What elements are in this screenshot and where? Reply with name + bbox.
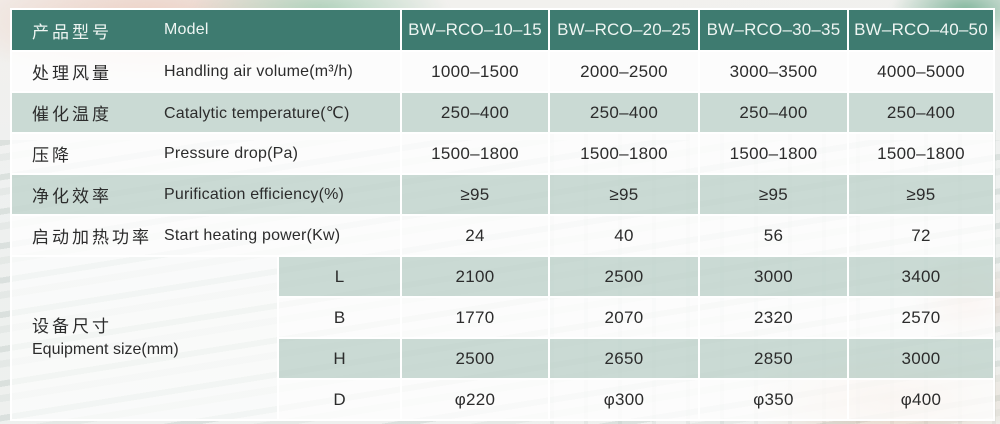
table-value: 250–400 <box>402 93 550 134</box>
row-label-start-heating-power: 启动加热功率 Start heating power(Kw) <box>12 216 402 257</box>
table-value: 2850 <box>700 339 849 380</box>
table-value: 2070 <box>550 298 700 339</box>
table-value: 2000–2500 <box>550 52 700 93</box>
table-value: ≥95 <box>550 175 700 216</box>
table-value: 3000–3500 <box>700 52 849 93</box>
row-label-cn: 催化温度 <box>32 105 112 124</box>
table-value: φ400 <box>849 380 995 421</box>
header-model-2: BW–RCO–20–25 <box>550 10 700 52</box>
row-label-en: Purification efficiency(%) <box>164 185 345 203</box>
table-value: 1500–1800 <box>700 134 849 175</box>
table-value: ≥95 <box>849 175 995 216</box>
table-value: 3400 <box>849 257 995 298</box>
table-value: 56 <box>700 216 849 257</box>
row-label-cn: 净化效率 <box>32 187 112 206</box>
dimension-letter-H: H <box>279 339 402 380</box>
table-value: 1500–1800 <box>402 134 550 175</box>
row-label-en: Handling air volume(m³/h) <box>164 62 354 80</box>
table-value: φ220 <box>402 380 550 421</box>
table-value: 72 <box>849 216 995 257</box>
table-value: ≥95 <box>402 175 550 216</box>
table-value: 1000–1500 <box>402 52 550 93</box>
table-value: 2500 <box>402 339 550 380</box>
dimension-letter-D: D <box>279 380 402 421</box>
table-value: 250–400 <box>849 93 995 134</box>
row-label-cn: 启动加热功率 <box>32 228 152 247</box>
header-label-cell: 产品型号 Model <box>12 10 402 52</box>
table-value: 2650 <box>550 339 700 380</box>
row-label-pressure-drop: 压降 Pressure drop(Pa) <box>12 134 402 175</box>
table-value: 250–400 <box>550 93 700 134</box>
header-label-en: Model <box>164 21 209 38</box>
table-value: 4000–5000 <box>849 52 995 93</box>
table-value: ≥95 <box>700 175 849 216</box>
equipment-size-cn: 设备尺寸 <box>32 316 112 336</box>
header-model-1: BW–RCO–10–15 <box>402 10 550 52</box>
row-label-en: Start heating power(Kw) <box>164 226 341 244</box>
table-value: 1500–1800 <box>550 134 700 175</box>
table-value: 2570 <box>849 298 995 339</box>
row-label-cn: 压降 <box>32 146 72 165</box>
dimension-letter-B: B <box>279 298 402 339</box>
row-label-catalytic-temperature: 催化温度 Catalytic temperature(℃) <box>12 93 402 134</box>
table-value: 3000 <box>700 257 849 298</box>
dimension-letter-L: L <box>279 257 402 298</box>
table-value: 2100 <box>402 257 550 298</box>
table-value: φ350 <box>700 380 849 421</box>
table-value: 24 <box>402 216 550 257</box>
equipment-size-en: Equipment size(mm) <box>32 340 179 358</box>
row-label-en: Pressure drop(Pa) <box>164 144 299 162</box>
row-label-cn: 处理风量 <box>32 64 112 83</box>
table-value: 250–400 <box>700 93 849 134</box>
header-model-3: BW–RCO–30–35 <box>700 10 849 52</box>
table-value: 2320 <box>700 298 849 339</box>
row-label-purification-efficiency: 净化效率 Purification efficiency(%) <box>12 175 402 216</box>
table-value: 40 <box>550 216 700 257</box>
header-model-4: BW–RCO–40–50 <box>849 10 995 52</box>
table-value: 1770 <box>402 298 550 339</box>
spec-table: 产品型号 Model BW–RCO–10–15 BW–RCO–20–25 BW–… <box>10 8 995 421</box>
table-value: 1500–1800 <box>849 134 995 175</box>
row-label-en: Catalytic temperature(℃) <box>164 104 350 122</box>
row-label-air-volume: 处理风量 Handling air volume(m³/h) <box>12 52 402 93</box>
table-value: 2500 <box>550 257 700 298</box>
equipment-size-merged-cell: 设备尺寸 Equipment size(mm) <box>12 257 279 421</box>
header-label-cn: 产品型号 <box>32 22 112 42</box>
table-value: 3000 <box>849 339 995 380</box>
table-value: φ300 <box>550 380 700 421</box>
